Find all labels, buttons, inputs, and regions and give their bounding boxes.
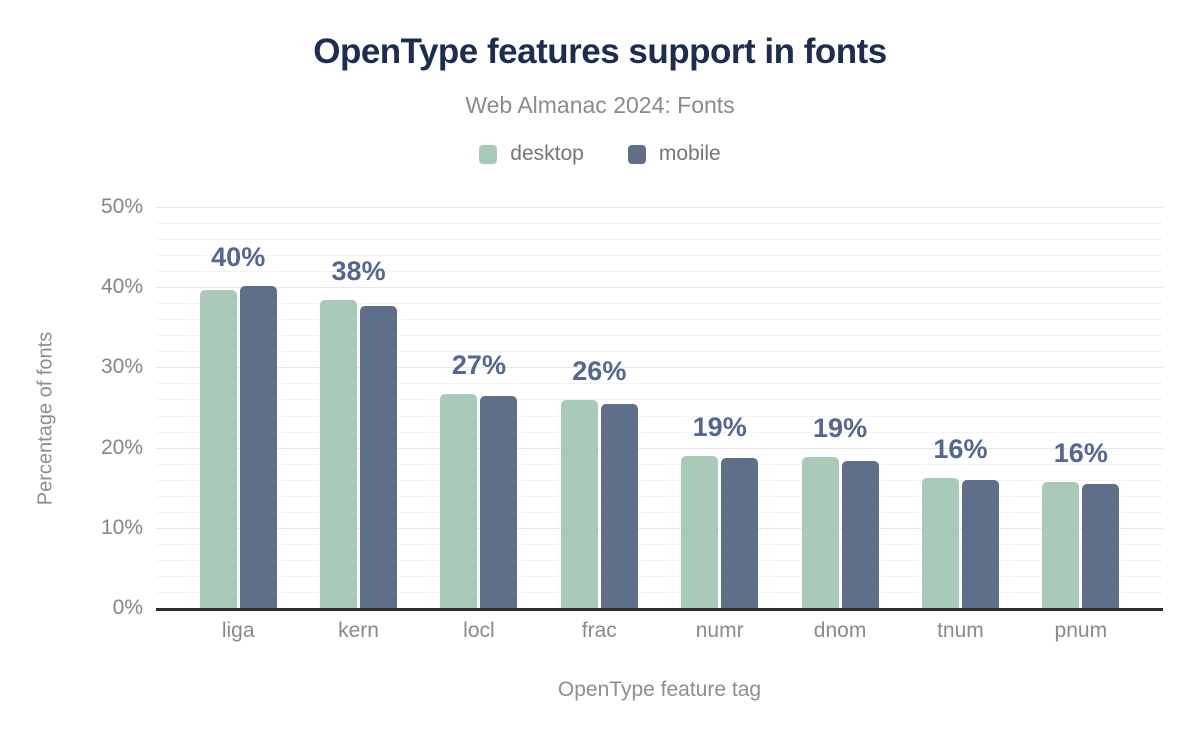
major-gridline <box>156 287 1163 289</box>
y-tick-label: 30% <box>100 355 143 379</box>
plot-area: 40% liga 38% kern 27% locl 26% frac 19% numr 19% dn… <box>156 207 1163 642</box>
x-tick-label-locl: locl <box>463 619 495 642</box>
minor-gridline <box>156 559 1163 561</box>
x-axis-title: OpenType feature tag <box>557 678 762 701</box>
major-gridline <box>156 367 1163 369</box>
bar-desktop-liga <box>199 289 237 608</box>
major-gridline <box>156 527 1163 529</box>
minor-gridline <box>156 335 1163 337</box>
bar-mobile-frac <box>600 404 638 608</box>
minor-gridline <box>156 575 1163 577</box>
bar-desktop-pnum <box>1042 482 1080 608</box>
minor-gridline <box>156 255 1163 257</box>
bar-value-label-locl: 27% <box>451 349 506 380</box>
major-gridline <box>156 207 1163 208</box>
chart-title: OpenType features support in fonts <box>313 32 887 71</box>
legend-swatch-mobile <box>627 144 646 164</box>
minor-gridline <box>156 431 1163 433</box>
legend-swatch-desktop <box>479 144 498 164</box>
bar-desktop-kern <box>320 300 358 608</box>
bar-value-label-tnum: 16% <box>933 434 988 465</box>
y-tick-label: 0% <box>112 596 143 619</box>
y-tick-label: 10% <box>100 515 143 539</box>
minor-gridline <box>156 399 1163 401</box>
bar-desktop-dnom <box>801 457 839 608</box>
y-tick-label: 20% <box>100 435 143 459</box>
minor-gridline <box>156 383 1163 385</box>
bar-value-label-numr: 19% <box>692 411 747 442</box>
x-tick-label-kern: kern <box>338 619 379 642</box>
bar-desktop-locl <box>440 393 478 608</box>
bar-mobile-dnom <box>841 461 879 608</box>
bar-desktop-tnum <box>921 478 959 608</box>
bar-mobile-kern <box>360 305 398 608</box>
chart-subtitle: Web Almanac 2024: Fonts <box>465 92 735 118</box>
y-tick-label: 40% <box>100 275 143 299</box>
x-tick-label-dnom: dnom <box>813 619 867 642</box>
bar-mobile-locl <box>480 396 518 608</box>
legend-label-desktop: desktop <box>510 142 584 165</box>
bar-value-label-liga: 40% <box>211 241 266 272</box>
legend-item-desktop: desktop <box>479 142 584 166</box>
x-axis-line <box>156 608 1163 611</box>
bar-desktop-numr <box>681 455 719 608</box>
minor-gridline <box>156 351 1163 353</box>
minor-gridline <box>156 303 1163 305</box>
minor-gridline <box>156 415 1163 417</box>
minor-gridline <box>156 543 1163 545</box>
minor-gridline <box>156 319 1163 321</box>
x-tick-label-pnum: pnum <box>1054 619 1108 642</box>
bar-mobile-tnum <box>961 480 999 608</box>
bar-value-label-dnom: 19% <box>813 413 868 444</box>
x-tick-label-frac: frac <box>581 619 617 642</box>
bar-value-label-frac: 26% <box>572 356 627 387</box>
minor-gridline <box>156 271 1163 273</box>
legend-item-mobile: mobile <box>627 142 721 166</box>
minor-gridline <box>156 239 1163 241</box>
y-axis-title: Percentage of fonts <box>34 331 57 506</box>
x-tick-label-tnum: tnum <box>937 619 984 642</box>
minor-gridline <box>156 495 1163 497</box>
y-tick-label: 50% <box>100 195 143 218</box>
minor-gridline <box>156 223 1163 225</box>
major-gridline <box>156 447 1163 449</box>
bar-mobile-numr <box>721 458 759 608</box>
bar-value-label-pnum: 16% <box>1053 438 1108 469</box>
x-tick-label-numr: numr <box>695 619 744 642</box>
bar-value-label-kern: 38% <box>331 256 386 287</box>
legend-label-mobile: mobile <box>658 142 721 165</box>
bar-mobile-liga <box>239 285 277 608</box>
bar-desktop-frac <box>560 400 598 608</box>
minor-gridline <box>156 479 1163 481</box>
legend: desktop mobile <box>0 142 1200 166</box>
minor-gridline <box>156 591 1163 593</box>
minor-gridline <box>156 511 1163 513</box>
x-tick-label-liga: liga <box>221 619 255 642</box>
minor-gridline <box>156 463 1163 465</box>
bar-mobile-pnum <box>1082 483 1120 608</box>
